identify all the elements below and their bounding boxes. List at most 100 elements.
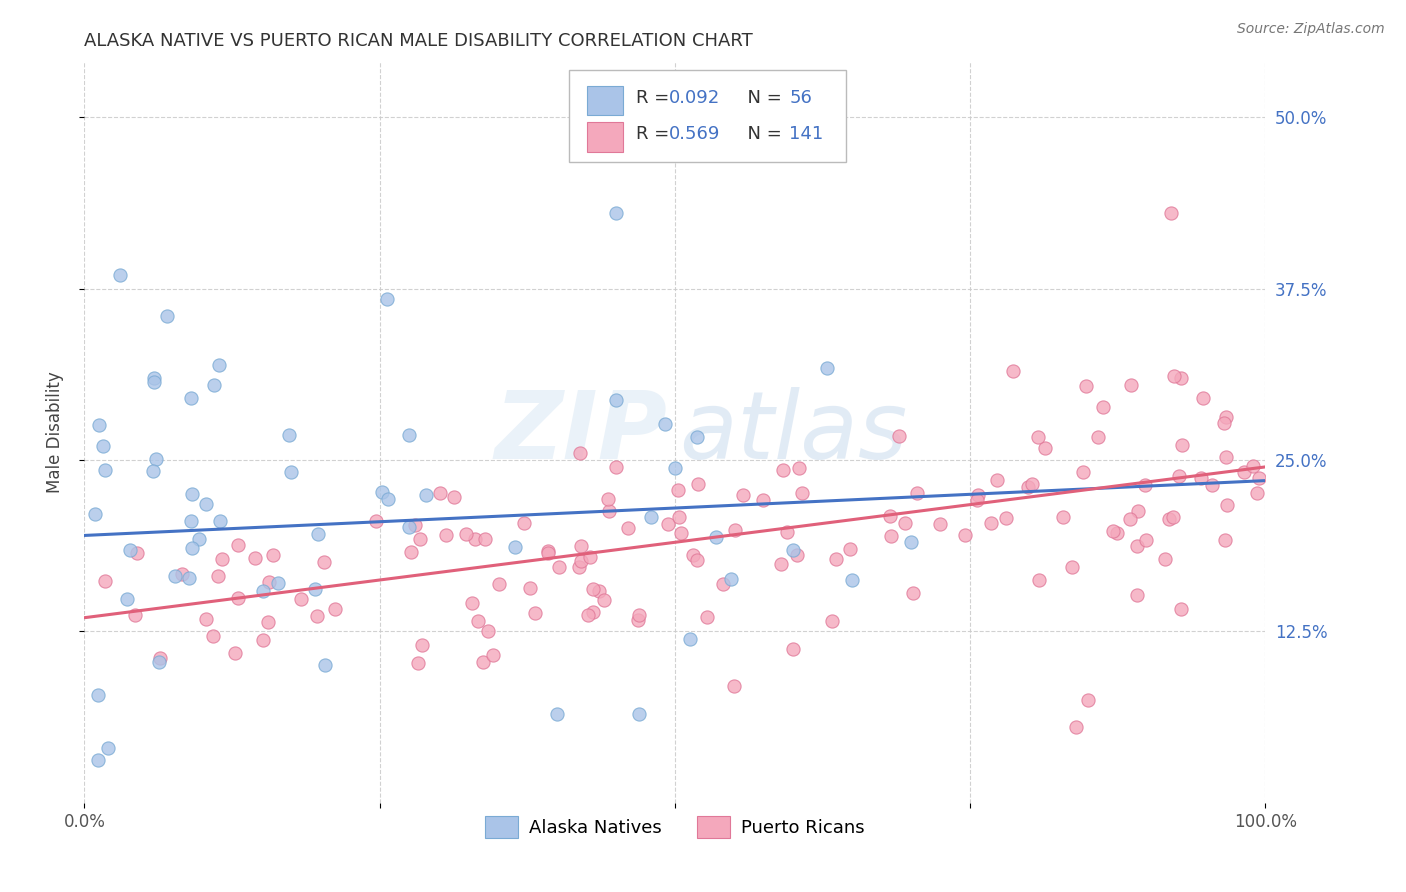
- Point: [723, 523, 745, 537]
- Point: [582, 582, 605, 597]
- Point: [1160, 206, 1182, 220]
- Point: [536, 546, 558, 560]
- Point: [1171, 438, 1194, 452]
- Point: [682, 549, 704, 563]
- Point: [782, 641, 804, 656]
- Point: [628, 706, 651, 721]
- Point: [180, 514, 202, 528]
- Point: [1026, 430, 1049, 444]
- Point: [686, 552, 709, 566]
- Point: [1163, 510, 1185, 524]
- FancyBboxPatch shape: [568, 70, 846, 162]
- Point: [1074, 379, 1097, 393]
- Point: [617, 521, 640, 535]
- Point: [1119, 378, 1142, 392]
- Point: [593, 592, 616, 607]
- Legend: Alaska Natives, Puerto Ricans: Alaska Natives, Puerto Ricans: [478, 809, 872, 846]
- Point: [569, 446, 592, 460]
- Point: [1071, 465, 1094, 479]
- Point: [776, 525, 799, 540]
- Point: [1215, 410, 1237, 425]
- Point: [605, 206, 627, 220]
- Point: [578, 549, 600, 564]
- Point: [1233, 465, 1256, 479]
- Point: [398, 519, 420, 533]
- Point: [195, 497, 218, 511]
- FancyBboxPatch shape: [588, 86, 623, 115]
- Point: [666, 483, 689, 498]
- Point: [461, 596, 484, 610]
- Point: [1212, 416, 1234, 430]
- Point: [1105, 525, 1128, 540]
- Point: [1170, 371, 1192, 385]
- FancyBboxPatch shape: [588, 122, 623, 152]
- Point: [474, 532, 496, 546]
- Point: [1021, 477, 1043, 491]
- Point: [180, 487, 202, 501]
- Point: [879, 508, 901, 523]
- Point: [524, 606, 547, 620]
- Point: [163, 569, 186, 583]
- Point: [482, 648, 505, 663]
- Point: [211, 552, 233, 566]
- Point: [290, 591, 312, 606]
- Point: [228, 591, 250, 606]
- Point: [505, 540, 527, 554]
- Point: [170, 567, 193, 582]
- Point: [905, 486, 928, 500]
- Point: [664, 461, 686, 475]
- Point: [686, 429, 709, 443]
- Point: [1087, 430, 1109, 444]
- Point: [953, 528, 976, 542]
- Point: [627, 613, 650, 627]
- Point: [243, 551, 266, 566]
- Point: [657, 517, 679, 532]
- Point: [825, 552, 848, 566]
- Point: [679, 632, 702, 646]
- Point: [568, 560, 591, 574]
- Point: [94, 574, 117, 589]
- Point: [900, 534, 922, 549]
- Text: atlas: atlas: [679, 387, 907, 478]
- Point: [1060, 560, 1083, 574]
- Point: [894, 516, 917, 530]
- Point: [404, 517, 426, 532]
- Point: [87, 753, 110, 767]
- Point: [1189, 470, 1212, 484]
- Point: [398, 428, 420, 442]
- Point: [1017, 480, 1039, 494]
- Text: R =: R =: [636, 89, 675, 107]
- Point: [704, 530, 727, 544]
- Y-axis label: Male Disability: Male Disability: [45, 372, 63, 493]
- Point: [1168, 469, 1191, 483]
- Point: [668, 510, 690, 524]
- Point: [576, 607, 599, 622]
- Point: [966, 493, 988, 508]
- Point: [257, 574, 280, 589]
- Point: [148, 656, 170, 670]
- Point: [280, 465, 302, 479]
- Point: [124, 608, 146, 623]
- Point: [841, 573, 863, 587]
- Point: [1170, 601, 1192, 615]
- Point: [711, 577, 734, 591]
- Point: [731, 488, 754, 502]
- Point: [986, 473, 1008, 487]
- Point: [1002, 364, 1025, 378]
- Point: [1135, 533, 1157, 547]
- Point: [307, 527, 329, 541]
- Point: [1125, 539, 1147, 553]
- Point: [408, 656, 430, 670]
- Point: [605, 459, 627, 474]
- Point: [1163, 369, 1185, 384]
- Point: [429, 486, 451, 500]
- Point: [772, 463, 794, 477]
- Point: [752, 493, 775, 508]
- Point: [1119, 512, 1142, 526]
- Point: [769, 558, 792, 572]
- Point: [1102, 524, 1125, 538]
- Point: [1033, 441, 1056, 455]
- Point: [1159, 512, 1181, 526]
- Point: [1154, 552, 1177, 566]
- Point: [1077, 693, 1099, 707]
